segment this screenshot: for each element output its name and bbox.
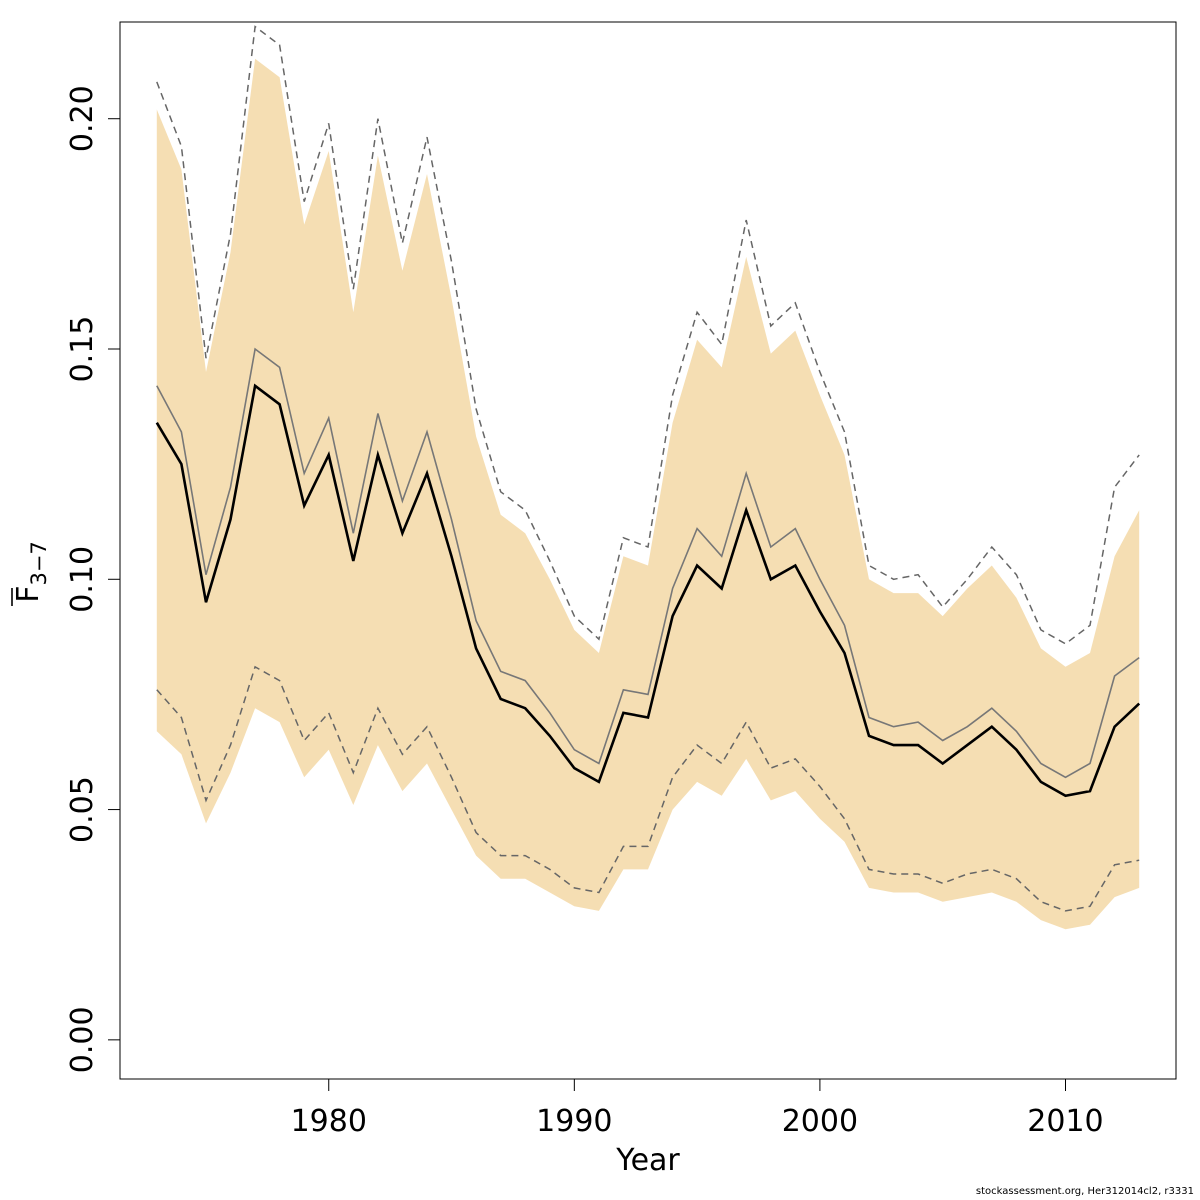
series-lines	[155, 25, 1141, 912]
x-tick-label: 2010	[1027, 1104, 1103, 1139]
x-axis-title: Year	[615, 1143, 680, 1178]
x-tick-label: 2000	[782, 1104, 858, 1139]
dashed-upper-line	[156, 25, 1140, 645]
x-axis: 1980 1990 2000 2010	[291, 1078, 1104, 1139]
y-axis-title-main: F	[11, 586, 46, 603]
estimate-line	[155, 383, 1141, 798]
confidence-band	[156, 58, 1140, 930]
y-tick-label: 0.20	[65, 85, 100, 152]
x-tick-label: 1980	[291, 1104, 367, 1139]
footer-credit: stockassessment.org, Her312014cl2, r3331	[975, 1186, 1194, 1197]
dashed-lower-line	[156, 665, 1140, 912]
y-axis-title: F3−7	[11, 541, 51, 606]
y-tick-label: 0.10	[65, 546, 100, 613]
y-tick-label: 0.15	[65, 316, 100, 383]
y-axis-title-subscript: 3−7	[27, 541, 51, 585]
svg-text:F3−7: F3−7	[11, 541, 51, 603]
y-tick-label: 0.00	[65, 1006, 100, 1073]
x-tick-label: 1990	[536, 1104, 612, 1139]
confidence-band-area	[156, 58, 1140, 930]
median-line	[156, 347, 1140, 779]
y-axis: 0.00 0.05 0.10 0.15 0.20	[65, 85, 121, 1073]
y-tick-label: 0.05	[65, 776, 100, 843]
